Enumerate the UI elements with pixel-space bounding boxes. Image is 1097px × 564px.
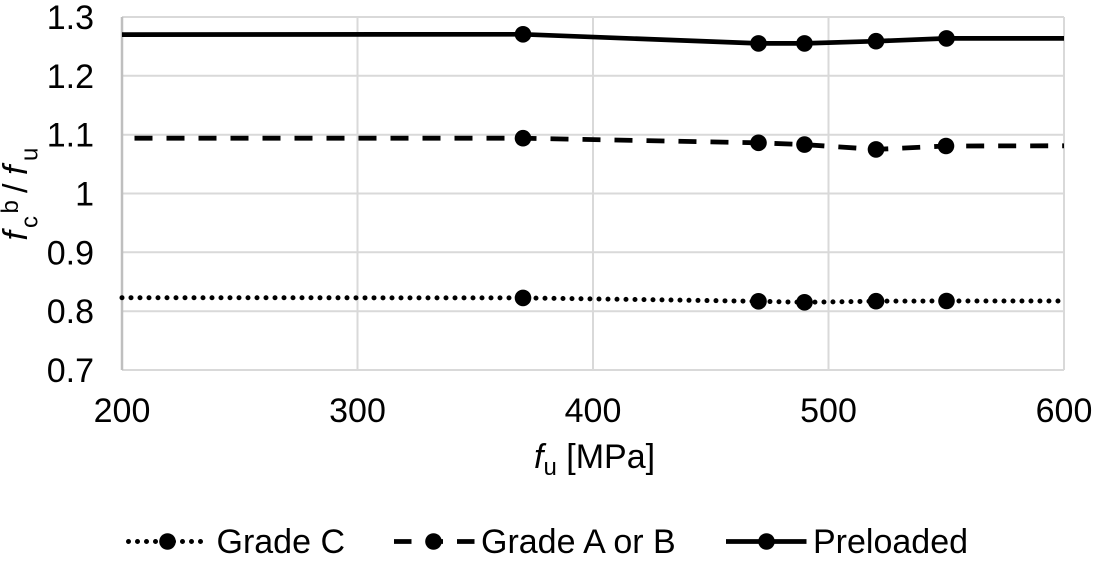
svg-text:Grade C: Grade C [217, 523, 346, 561]
svg-text:1.3: 1.3 [47, 0, 94, 37]
svg-text:1: 1 [75, 176, 94, 214]
svg-text:200: 200 [94, 392, 151, 430]
svg-text:Grade A or B: Grade A or B [481, 523, 676, 561]
svg-text:c: c [17, 216, 44, 228]
svg-text:0.7: 0.7 [47, 352, 94, 390]
svg-text:1.1: 1.1 [47, 117, 94, 155]
svg-text:fu [MPa]: fu [MPa] [534, 438, 655, 481]
svg-text:600: 600 [1036, 392, 1093, 430]
svg-text:u: u [17, 148, 44, 161]
svg-text:0.9: 0.9 [47, 234, 94, 272]
svg-text:400: 400 [565, 392, 622, 430]
svg-text:Preloaded: Preloaded [813, 523, 968, 561]
svg-text:b: b [0, 200, 24, 213]
svg-text:0.8: 0.8 [47, 293, 94, 331]
svg-text:1.2: 1.2 [47, 58, 94, 96]
svg-text:300: 300 [329, 392, 386, 430]
svg-text:500: 500 [800, 392, 857, 430]
svg-text:/: / [0, 183, 35, 193]
